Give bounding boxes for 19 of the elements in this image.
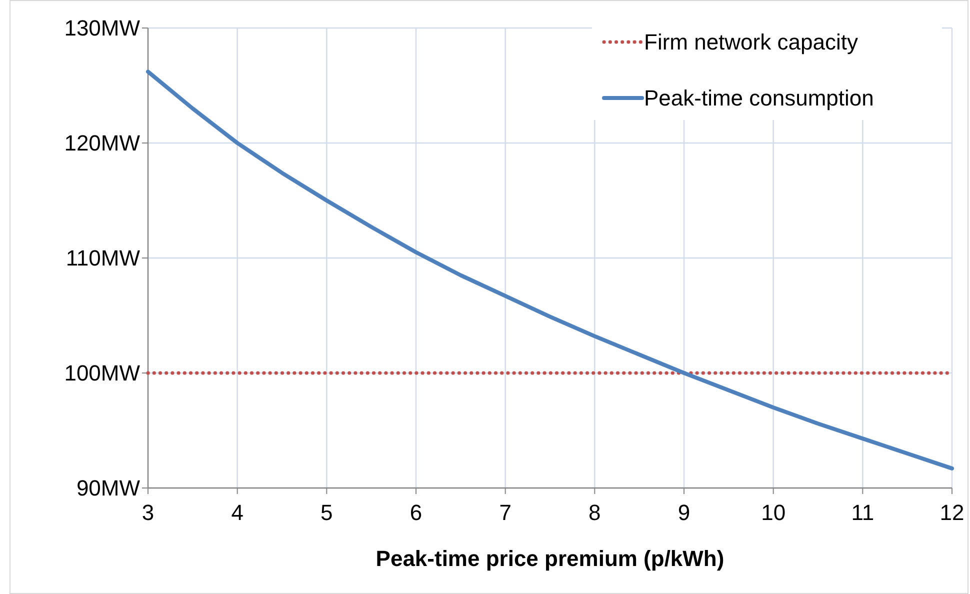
y-tick-label: 100MW <box>64 360 140 386</box>
x-tick-label: 8 <box>588 500 601 525</box>
x-tick-label: 9 <box>678 500 690 525</box>
x-tick-label: 5 <box>320 500 333 525</box>
x-tick-label: 12 <box>940 500 964 525</box>
y-tick-label: 130MW <box>64 16 140 41</box>
line-series <box>146 70 954 470</box>
y-tick-label: 110MW <box>66 246 140 271</box>
x-tick-label: 10 <box>761 500 786 525</box>
y-tick-label: 120MW <box>64 130 140 156</box>
x-tick-label: 6 <box>410 500 422 525</box>
x-tick-label: 3 <box>142 500 154 525</box>
x-tick-label: 7 <box>499 500 512 525</box>
x-axis-title: Peak-time price premium (p/kWh) <box>376 546 724 571</box>
x-tick-label: 11 <box>851 500 874 525</box>
legend-label: Firm network capacity <box>644 30 858 55</box>
y-tick-label: 90MW <box>76 476 140 501</box>
legend-label: Peak-time consumption <box>644 86 874 111</box>
x-tick-label: 4 <box>231 500 244 525</box>
